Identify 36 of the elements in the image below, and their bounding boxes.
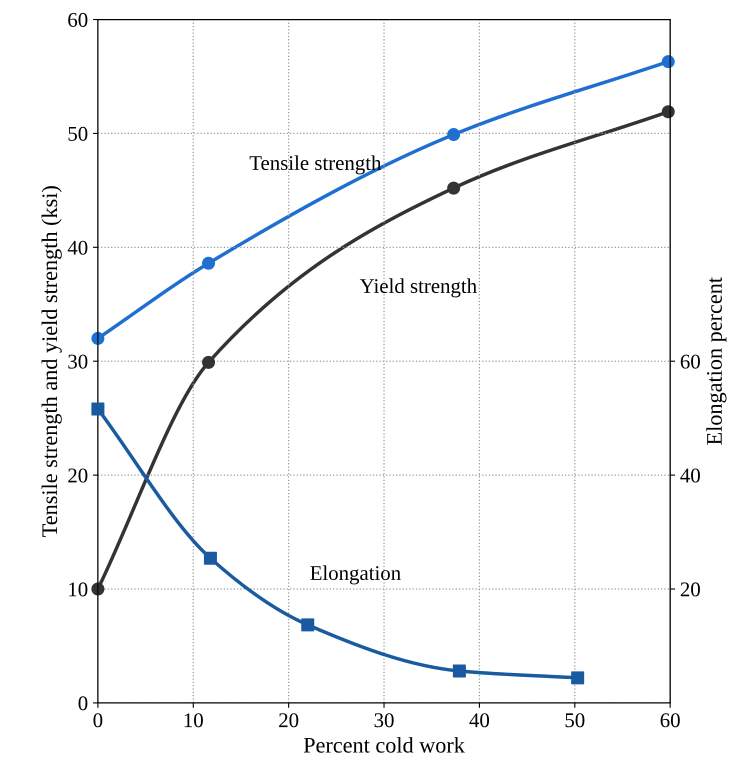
y-tick-label: 20 bbox=[68, 468, 88, 483]
point bbox=[452, 664, 466, 678]
point bbox=[91, 582, 104, 596]
x-tick-label: 60 bbox=[660, 713, 680, 728]
point bbox=[662, 105, 675, 118]
y-tick-label: 10 bbox=[69, 582, 88, 596]
point bbox=[447, 182, 460, 195]
x-tick-label: 20 bbox=[279, 713, 298, 728]
y2-tick-label: 40 bbox=[680, 468, 700, 483]
point bbox=[662, 55, 675, 68]
y-tick-label: 0 bbox=[78, 696, 88, 710]
y-axis-title: Tensile strength and yield strength (ksi) bbox=[42, 186, 62, 537]
point bbox=[204, 552, 217, 565]
y-tick-label: 60 bbox=[68, 12, 88, 27]
series-label: Yield strength bbox=[360, 278, 477, 298]
x-tick-label: 0 bbox=[93, 713, 102, 728]
series-label: Tensile strength bbox=[250, 155, 382, 174]
x-axis-title: Percent cold work bbox=[304, 737, 465, 753]
y-tick-label: 30 bbox=[68, 354, 88, 369]
y2-tick-label: 60 bbox=[680, 354, 700, 369]
point bbox=[91, 402, 104, 416]
y-tick-label: 50 bbox=[68, 126, 88, 141]
x-tick-label: 10 bbox=[184, 713, 203, 728]
series-label: Elongation bbox=[310, 565, 401, 584]
point bbox=[202, 256, 216, 270]
point bbox=[571, 671, 584, 684]
x-tick-label: 40 bbox=[469, 713, 490, 728]
y-tick-label: 40 bbox=[68, 240, 88, 255]
point bbox=[91, 332, 104, 345]
y2-axis-title: Elongation percent bbox=[706, 277, 726, 445]
x-tick-label: 50 bbox=[566, 713, 584, 728]
point bbox=[202, 356, 216, 369]
y2-tick-label: 20 bbox=[680, 582, 700, 596]
x-tick-label: 30 bbox=[374, 713, 394, 728]
point bbox=[447, 128, 460, 142]
point bbox=[301, 618, 314, 632]
